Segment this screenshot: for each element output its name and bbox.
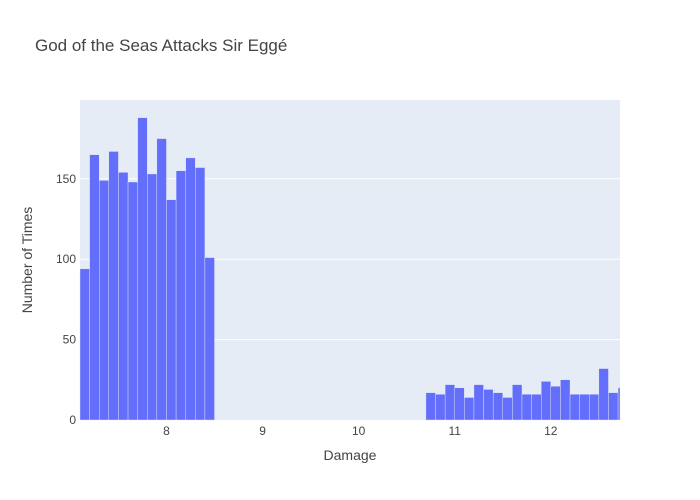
histogram-bar <box>137 117 148 421</box>
histogram-bar <box>598 368 609 421</box>
histogram-bar <box>108 151 119 421</box>
histogram-bar <box>127 181 138 421</box>
histogram-bar <box>118 172 129 421</box>
histogram-bar <box>521 394 532 421</box>
histogram-bar <box>185 157 196 421</box>
histogram-bar <box>560 379 571 421</box>
histogram-bar <box>492 392 503 421</box>
histogram-bar <box>617 387 621 421</box>
x-tick-label: 11 <box>448 424 461 438</box>
chart-title: God of the Seas Attacks Sir Eggé <box>35 36 287 55</box>
histogram-bar <box>464 397 475 421</box>
histogram-bar <box>147 173 158 421</box>
y-tick-label: 0 <box>69 413 76 427</box>
histogram-bar <box>512 384 523 421</box>
histogram-bar <box>425 392 436 421</box>
bars <box>79 117 621 421</box>
histogram-bar <box>89 154 100 421</box>
histogram-bar <box>579 394 590 421</box>
x-tick-label: 8 <box>163 424 170 438</box>
histogram-bar <box>531 394 542 421</box>
histogram-bar <box>444 384 455 421</box>
histogram-bar <box>473 384 484 421</box>
histogram-bar <box>195 167 206 421</box>
histogram-bar <box>175 170 186 421</box>
histogram-bar <box>569 394 580 421</box>
x-tick-label: 9 <box>259 424 266 438</box>
histogram-bar <box>550 386 561 421</box>
y-axis-label: Number of Times <box>19 207 35 314</box>
histogram-bar <box>435 394 446 421</box>
histogram-bar <box>541 381 552 421</box>
histogram-bar <box>608 392 619 421</box>
y-tick-label: 100 <box>56 252 76 266</box>
x-tick-label: 12 <box>544 424 558 438</box>
x-axis-label: Damage <box>324 447 377 463</box>
histogram-bar <box>166 199 177 421</box>
x-tick-label: 10 <box>352 424 366 438</box>
histogram-bar <box>589 394 600 421</box>
histogram-bar <box>204 257 215 421</box>
histogram-bar <box>483 389 494 421</box>
x-axis-ticks: 8 9 10 11 12 <box>163 424 558 438</box>
histogram-bar <box>156 138 167 421</box>
histogram-bar <box>502 397 513 421</box>
histogram-bar <box>99 180 110 421</box>
y-tick-label: 50 <box>63 333 77 347</box>
y-tick-label: 150 <box>56 172 76 186</box>
y-axis-ticks: 0 50 100 150 <box>56 172 76 427</box>
histogram-bar <box>79 268 90 421</box>
histogram-bar <box>454 387 465 421</box>
